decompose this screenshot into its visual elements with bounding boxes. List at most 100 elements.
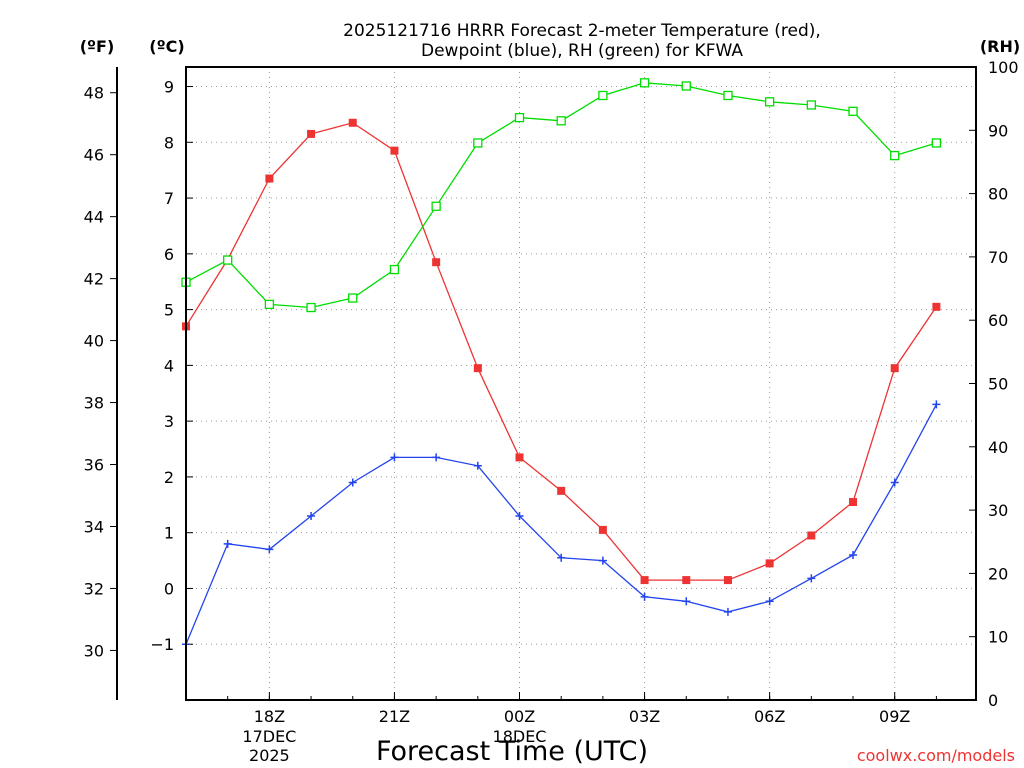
rh-point xyxy=(681,81,691,91)
celsius-tick-label: 6 xyxy=(164,245,174,264)
rh-tick-label: 100 xyxy=(988,58,1019,77)
time-tick-label: 03Z xyxy=(629,707,660,726)
rh-point xyxy=(931,138,942,148)
fahrenheit-tick-label: 36 xyxy=(84,456,104,475)
celsius-tick-label: 1 xyxy=(164,524,174,543)
temperature-point xyxy=(473,364,482,373)
rh-point xyxy=(806,100,816,110)
temperature-point xyxy=(723,576,732,585)
celsius-tick-label: 5 xyxy=(164,301,174,320)
rh-tick-label: 80 xyxy=(988,185,1008,204)
temperature-series xyxy=(182,118,941,585)
temperature-point xyxy=(890,364,899,373)
dewpoint-point xyxy=(932,400,941,409)
dewpoint-point xyxy=(390,453,399,462)
fahrenheit-tick-label: 32 xyxy=(84,579,104,598)
temperature-point xyxy=(849,498,858,507)
dewpoint-point xyxy=(640,592,649,601)
temperature-point xyxy=(765,559,774,568)
dewpoint-point xyxy=(265,545,274,554)
dewpoint-point xyxy=(307,511,316,520)
temperature-point xyxy=(515,453,524,462)
rh-tick-label: 30 xyxy=(988,501,1008,520)
rh-tick-label: 70 xyxy=(988,248,1008,267)
celsius-tick-label: 4 xyxy=(164,356,174,375)
dewpoint-point xyxy=(598,556,607,565)
dewpoint-point xyxy=(348,478,357,487)
dewpoint-point xyxy=(223,539,232,548)
rh-tick-label: 40 xyxy=(988,438,1008,457)
temperature-point xyxy=(390,146,399,155)
rh-point xyxy=(639,78,650,88)
rh-point xyxy=(890,150,900,161)
rh-point xyxy=(389,264,400,275)
temperature-point xyxy=(348,118,357,127)
temperature-point xyxy=(640,576,649,585)
rh-point xyxy=(556,116,566,126)
rh-series xyxy=(181,78,942,313)
grid-layer xyxy=(186,67,976,700)
celsius-tick-label: 2 xyxy=(164,468,174,487)
fahrenheit-tick-label: 34 xyxy=(84,517,104,536)
fahrenheit-tick-label: 42 xyxy=(84,270,104,289)
chart-title-line1: 2025121716 HRRR Forecast 2-meter Tempera… xyxy=(343,21,821,41)
rh-point xyxy=(348,293,358,303)
time-date-label: 17DEC xyxy=(242,727,296,746)
chart-title-line2: Dewpoint (blue), RH (green) for KFWA xyxy=(421,41,743,61)
time-tick-label: 18Z xyxy=(254,707,285,726)
rh-point xyxy=(723,90,733,101)
fahrenheit-tick-label: 40 xyxy=(84,332,104,351)
temperature-point xyxy=(307,129,316,138)
dewpoint-point xyxy=(473,461,482,470)
time-tick-label: 00Z xyxy=(504,707,535,726)
fahrenheit-tick-label: 48 xyxy=(84,84,104,103)
celsius-tick-label: 3 xyxy=(164,412,174,431)
celsius-tick-label: 0 xyxy=(164,579,174,598)
watermark: coolwx.com/models xyxy=(857,746,1015,765)
series-layer xyxy=(181,78,942,649)
fahrenheit-tick-label: 46 xyxy=(84,146,104,165)
celsius-tick-label: 7 xyxy=(164,189,174,208)
rh-point xyxy=(473,138,483,148)
rh-tick-label: 0 xyxy=(988,691,998,710)
temperature-point xyxy=(932,302,941,311)
dewpoint-point xyxy=(432,453,441,462)
temperature-point xyxy=(682,576,691,585)
temperature-point xyxy=(598,525,607,534)
celsius-tick-label: 8 xyxy=(164,133,174,152)
fahrenheit-tick-label: 38 xyxy=(84,394,104,413)
x-axis-title: Forecast Time (UTC) xyxy=(376,736,648,767)
rh-tick-label: 60 xyxy=(988,311,1008,330)
time-tick-label: 09Z xyxy=(879,707,910,726)
time-tick-label: 06Z xyxy=(754,707,785,726)
dewpoint-point xyxy=(807,574,816,583)
time-year-label: 2025 xyxy=(249,746,290,765)
dewpoint-point xyxy=(515,511,524,520)
temperature-point xyxy=(557,486,566,495)
fahrenheit-tick-label: 44 xyxy=(84,208,104,227)
rh-point xyxy=(431,201,441,211)
celsius-tick-label: −1 xyxy=(150,635,174,654)
rh-tick-label: 10 xyxy=(988,628,1008,647)
rh-point xyxy=(848,106,858,116)
rh-tick-label: 90 xyxy=(988,121,1008,140)
rh-point xyxy=(223,255,233,265)
dewpoint-point xyxy=(890,478,899,487)
temperature-point xyxy=(265,174,274,183)
rh-tick-label: 50 xyxy=(988,375,1008,394)
dewpoint-line xyxy=(185,404,937,645)
dewpoint-point xyxy=(682,597,691,606)
rh-point xyxy=(598,90,608,101)
temperature-point xyxy=(432,258,441,267)
time-tick-label: 21Z xyxy=(379,707,410,726)
dewpoint-series xyxy=(182,400,941,649)
time-date-label: 18DEC xyxy=(493,727,547,746)
dewpoint-point xyxy=(723,607,732,616)
dewpoint-point xyxy=(849,550,858,559)
dewpoint-point xyxy=(557,553,566,562)
dewpoint-point xyxy=(765,597,774,606)
rh-tick-label: 20 xyxy=(988,564,1008,583)
temperature-line xyxy=(185,122,937,581)
celsius-unit-label: (ºC) xyxy=(149,37,184,56)
